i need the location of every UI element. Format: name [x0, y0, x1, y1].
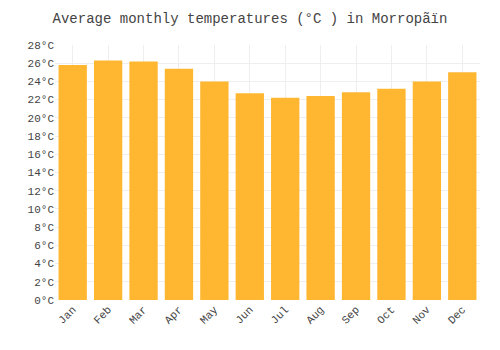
svg-text:28°C: 28°C [28, 40, 55, 52]
svg-text:Jul: Jul [269, 304, 291, 326]
svg-text:0°C: 0°C [34, 295, 54, 307]
svg-text:Average monthly temperatures (: Average monthly temperatures (°C ) in Mo… [53, 11, 448, 27]
svg-text:Jun: Jun [233, 304, 255, 326]
svg-text:2°C: 2°C [34, 277, 54, 289]
svg-text:6°C: 6°C [34, 240, 54, 252]
svg-text:Nov: Nov [410, 304, 433, 327]
svg-text:Oct: Oct [375, 304, 397, 326]
svg-text:Feb: Feb [92, 304, 114, 326]
svg-text:Aug: Aug [304, 304, 326, 326]
svg-text:12°C: 12°C [28, 186, 55, 198]
svg-text:Mar: Mar [127, 304, 149, 326]
svg-text:26°C: 26°C [28, 58, 55, 70]
svg-text:24°C: 24°C [28, 76, 55, 88]
svg-text:22°C: 22°C [28, 94, 55, 106]
svg-text:8°C: 8°C [34, 222, 54, 234]
svg-text:Sep: Sep [340, 304, 362, 326]
svg-text:18°C: 18°C [28, 131, 55, 143]
svg-text:4°C: 4°C [34, 258, 54, 270]
svg-text:Jan: Jan [56, 304, 78, 326]
svg-text:20°C: 20°C [28, 113, 55, 125]
svg-text:16°C: 16°C [28, 149, 55, 161]
svg-text:14°C: 14°C [28, 167, 55, 179]
svg-text:Apr: Apr [162, 304, 184, 326]
svg-text:Dec: Dec [446, 304, 468, 326]
svg-text:May: May [198, 304, 221, 327]
svg-text:10°C: 10°C [28, 204, 55, 216]
